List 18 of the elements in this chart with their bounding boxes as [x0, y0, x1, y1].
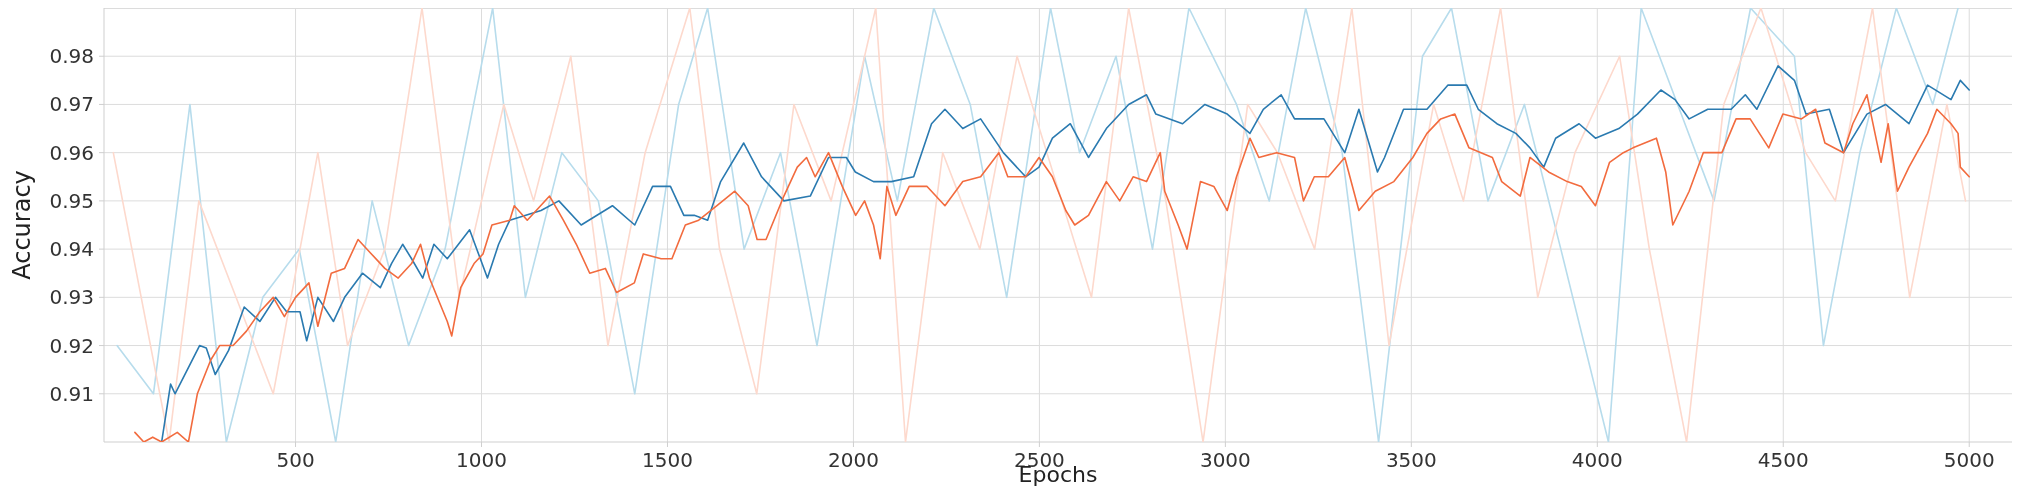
y-tick-label: 0.91: [49, 381, 94, 406]
x-tick-label: 3000: [1199, 448, 1251, 472]
y-tick-label: 0.95: [49, 188, 94, 213]
x-tick-label: 500: [276, 448, 315, 472]
x-tick-label: 5000: [1943, 448, 1995, 472]
x-tick-label: 1500: [642, 448, 693, 472]
y-tick-label: 0.93: [49, 285, 94, 310]
y-tick-label: 0.97: [49, 92, 94, 117]
x-tick-label: 2000: [827, 448, 879, 472]
x-tick-label: 4000: [1571, 448, 1623, 472]
x-tick-label: 1000: [456, 448, 507, 472]
x-tick-label: 3500: [1385, 448, 1437, 472]
y-tick-label: 0.96: [49, 140, 94, 165]
y-axis-title: Accuracy: [8, 170, 36, 280]
y-tick-label: 0.92: [49, 333, 94, 358]
x-tick-label: 4500: [1757, 448, 1809, 472]
y-tick-label: 0.98: [49, 44, 94, 69]
y-tick-label: 0.94: [49, 237, 94, 262]
